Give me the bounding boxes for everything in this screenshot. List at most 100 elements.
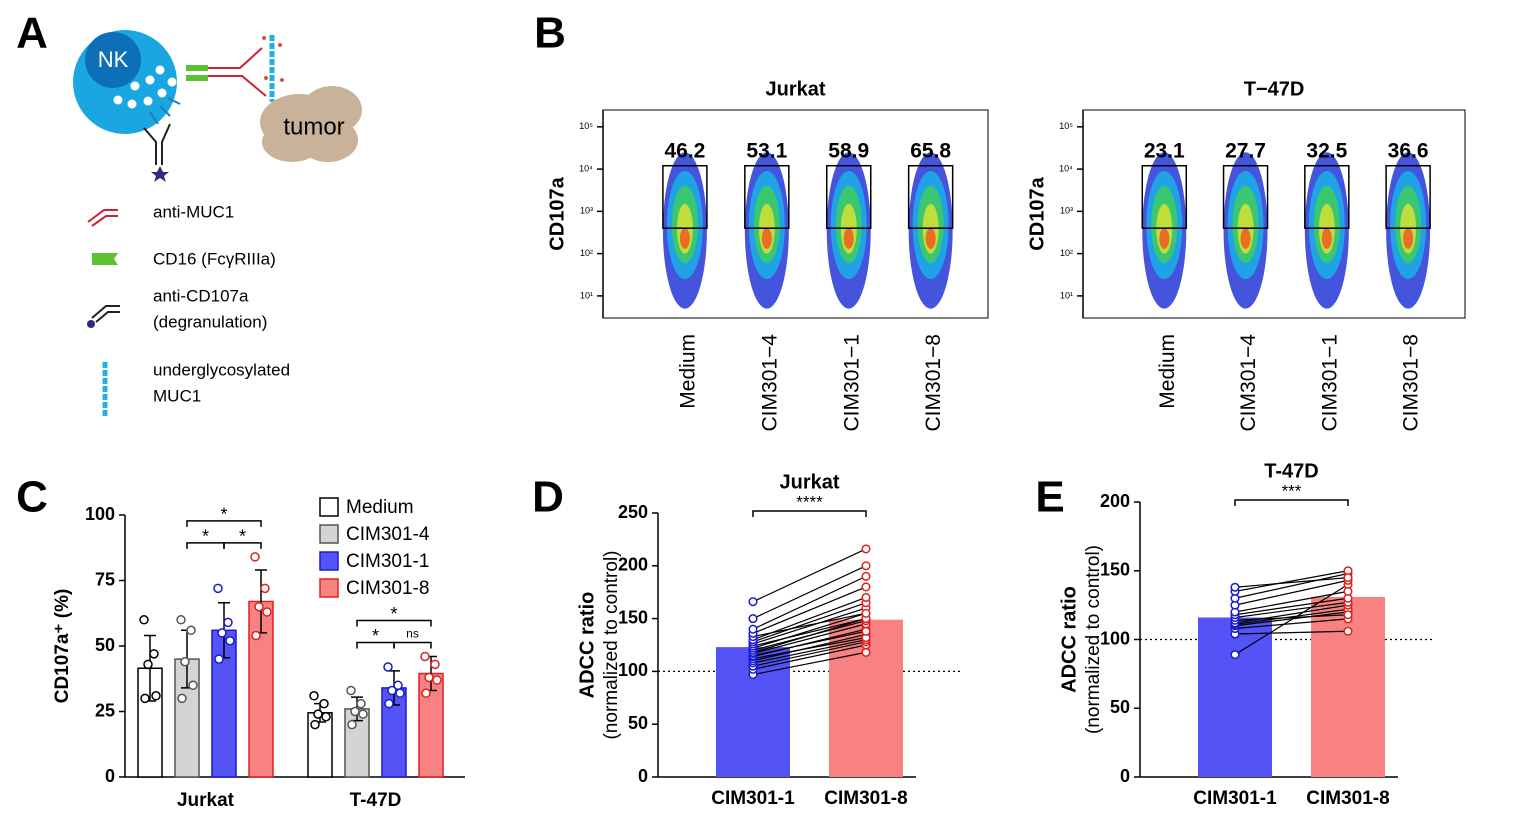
x-tick-label: CIM301-8 <box>824 788 907 809</box>
pair-line <box>752 548 867 603</box>
significance-bracket <box>752 510 867 517</box>
density-cloud <box>1159 228 1170 249</box>
glycan <box>278 43 282 47</box>
legend-icon <box>91 305 120 319</box>
y-tick-label: 100 <box>1100 628 1130 648</box>
pair-line <box>752 630 867 657</box>
y-tick-label: 10⁵ <box>579 121 593 131</box>
y-axis-label: CD107a <box>1026 176 1048 250</box>
legend-label: CIM301-8 <box>346 578 429 599</box>
anti-cd107a <box>161 123 171 165</box>
pair-line <box>752 575 867 630</box>
y-tick-label: 200 <box>618 555 648 575</box>
y-tick-label: 250 <box>618 502 648 522</box>
bar <box>1311 596 1385 777</box>
receptor <box>149 111 159 125</box>
granule <box>167 77 177 87</box>
x-tick-label: CIM301−8 <box>922 334 945 431</box>
panel-label: C <box>16 473 48 522</box>
pair-line <box>752 637 867 660</box>
pair-line <box>1234 572 1349 599</box>
data-point <box>424 672 434 683</box>
legend-label: CIM301-4 <box>346 524 430 545</box>
pair-line <box>752 641 867 667</box>
pair-line <box>752 639 867 664</box>
y-tick-label: 50 <box>628 713 648 733</box>
legend-icon <box>91 215 118 227</box>
data-point <box>748 614 758 624</box>
pair-line <box>752 565 867 620</box>
glycan <box>280 78 284 82</box>
pair-line <box>1234 618 1349 630</box>
granule <box>130 81 140 91</box>
density-cloud <box>925 228 936 249</box>
gate <box>662 164 708 229</box>
pair-line <box>1234 608 1349 625</box>
y-tick-label: 0 <box>638 766 648 786</box>
pair-line <box>752 602 867 643</box>
pair-line <box>752 651 867 676</box>
x-tick-label: CIM301-1 <box>1193 788 1277 809</box>
granule <box>143 96 153 106</box>
bar <box>1198 617 1272 777</box>
data-point <box>430 659 440 670</box>
pair-line <box>752 607 867 645</box>
y-axis-label: ADCC ratio <box>1058 586 1080 693</box>
gate-percent: 46.2 <box>664 139 705 162</box>
data-point <box>1343 573 1353 583</box>
density-cloud <box>761 228 772 249</box>
y-tick-label: 10⁴ <box>1059 163 1073 173</box>
y-tick-label: 100 <box>85 504 115 524</box>
data-point <box>319 698 329 709</box>
data-point <box>861 626 871 636</box>
pair-line <box>752 586 867 634</box>
y-tick-label: 100 <box>618 660 648 680</box>
data-point <box>214 654 224 664</box>
granule <box>113 95 123 105</box>
data-point <box>186 625 196 636</box>
legend-text: underglycosylated <box>153 360 290 379</box>
x-tick-label: CIM301−4 <box>758 334 781 432</box>
data-point <box>151 691 161 701</box>
data-point <box>251 630 261 641</box>
granule <box>155 65 165 75</box>
significance-label: * <box>390 604 397 624</box>
y-axis-label: CD107a <box>546 176 568 250</box>
gate-percent: 65.8 <box>910 139 951 162</box>
significance-bracket <box>393 641 432 649</box>
legend-swatch <box>319 551 339 571</box>
gate <box>907 164 954 229</box>
legend-swatch <box>319 497 339 517</box>
density-cloud <box>843 228 854 249</box>
x-tick-label: CIM301−1 <box>1318 334 1341 431</box>
data-point <box>1230 650 1240 660</box>
legend-icon <box>95 311 120 323</box>
data-point <box>262 607 272 617</box>
x-tick-label: CIM301-1 <box>711 788 795 809</box>
data-point <box>358 709 368 719</box>
legend-text: anti-MUC1 <box>153 202 234 221</box>
pair-line <box>752 623 867 655</box>
data-point <box>180 656 190 667</box>
x-tick-label: Jurkat <box>177 790 235 811</box>
anti-cd107a <box>143 127 157 165</box>
data-point <box>384 698 394 709</box>
significance-label: **** <box>796 492 823 511</box>
glycan <box>262 36 266 40</box>
tumor-cell <box>298 118 358 162</box>
legend-swatch <box>319 578 339 598</box>
data-point <box>1343 610 1353 620</box>
gate <box>1222 164 1269 229</box>
legend-text: (degranulation) <box>153 312 267 331</box>
legend-swatch <box>319 524 339 544</box>
data-point <box>383 662 393 672</box>
glycan <box>264 76 268 80</box>
data-point <box>350 706 360 717</box>
data-point <box>139 615 149 625</box>
x-tick-label: T-47D <box>350 790 402 811</box>
gate-percent: 32.5 <box>1306 139 1347 162</box>
panel-label: E <box>1035 473 1064 522</box>
pair-line <box>1234 583 1349 656</box>
data-point <box>223 617 233 628</box>
granule <box>157 88 167 98</box>
